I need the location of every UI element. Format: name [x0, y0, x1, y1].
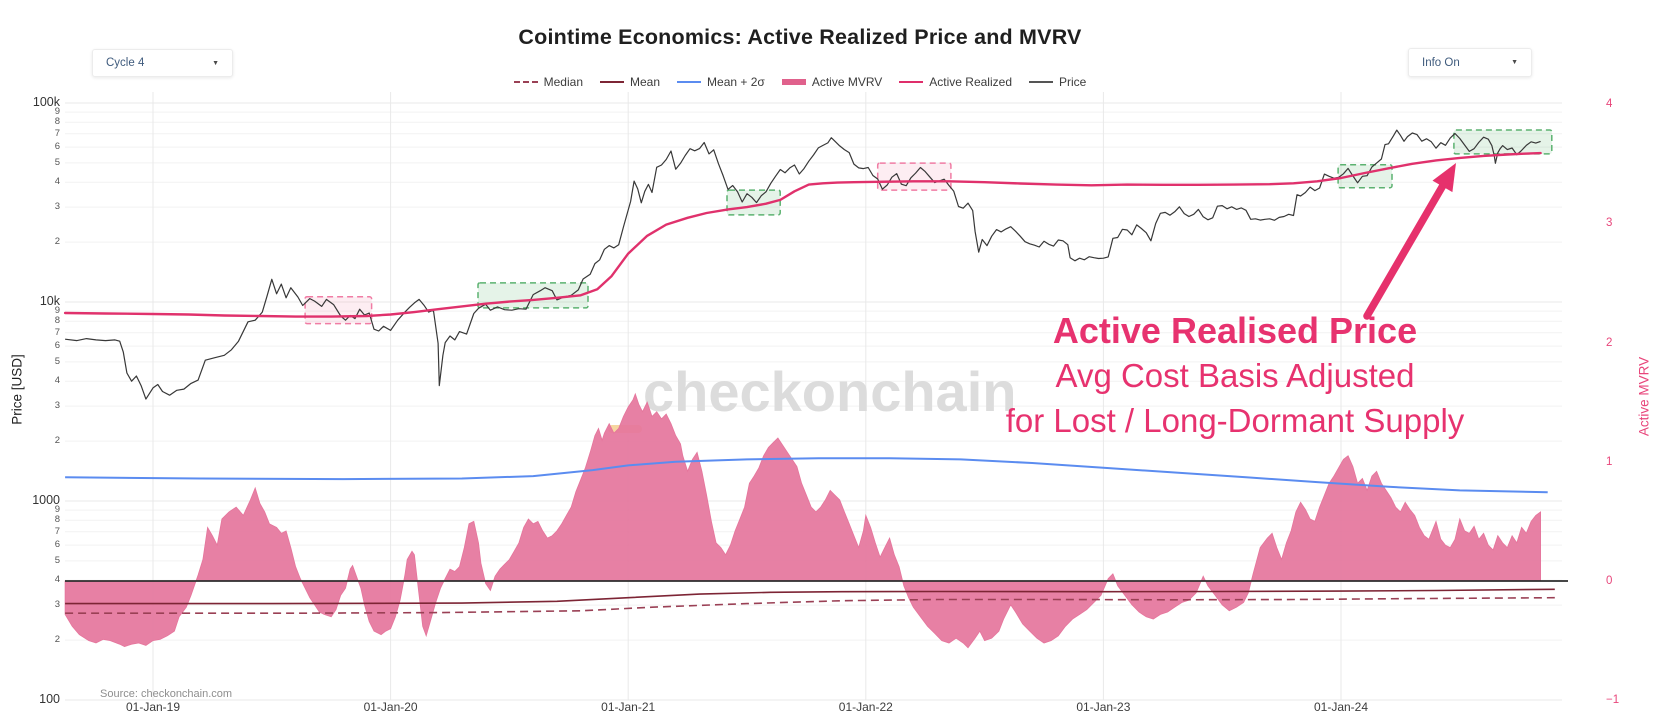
source-credit: Source: checkonchain.com: [100, 688, 233, 700]
left-axis-tick-2: 2: [54, 236, 60, 248]
left-axis-tick-4: 4: [54, 574, 60, 586]
left-axis-tick-8: 8: [54, 514, 60, 526]
info-dropdown-label: Info On: [1422, 56, 1460, 69]
left-axis-tick-9: 9: [54, 106, 60, 118]
legend-label-active-realized: Active Realized: [929, 75, 1012, 89]
legend-label-active-mvrv: Active MVRV: [811, 75, 883, 89]
right-axis-tick-4: 4: [1606, 98, 1613, 111]
chart-title: Cointime Economics: Active Realized Pric…: [518, 25, 1082, 49]
right-axis-title: Active MVRV: [1636, 356, 1652, 437]
caret-down-icon: ▼: [1511, 59, 1518, 66]
left-axis-tick-2: 2: [54, 634, 60, 646]
left-axis-tick-8: 8: [54, 315, 60, 327]
legend-item-active-mvrv[interactable]: Active MVRV: [781, 75, 883, 89]
x-axis-tick-01-Jan-24: 01-Jan-24: [1313, 700, 1369, 714]
legend-swatch-active-realized: [899, 81, 924, 83]
active-realized-line: [63, 151, 1542, 318]
right-axis-tick-−1: −1: [1606, 694, 1620, 707]
legend-label-mean: Mean: [630, 75, 661, 89]
left-axis-tick-100: 100: [39, 692, 60, 706]
watermark: checkonchain: [643, 360, 1016, 423]
left-axis-tick-7: 7: [54, 326, 60, 338]
left-axis-tick-8: 8: [54, 116, 60, 128]
left-axis-tick-9: 9: [54, 504, 60, 516]
left-axis-tick-5: 5: [54, 355, 60, 367]
legend-label-price: Price: [1059, 75, 1087, 89]
legend-swatch-price: [1029, 81, 1053, 83]
median-line: [65, 596, 1555, 614]
left-axis-tick-6: 6: [54, 141, 60, 153]
legend-swatch-median: [513, 81, 538, 83]
legend-item-active-realized[interactable]: Active Realized: [899, 75, 1012, 89]
left-axis-tick-5: 5: [54, 554, 60, 566]
left-axis-tick-10k: 10k: [39, 294, 60, 308]
left-axis-tick-7: 7: [54, 127, 60, 139]
active-mvrv-area: [64, 392, 1541, 649]
x-axis-tick-01-Jan-19: 01-Jan-19: [125, 700, 181, 714]
highlight-box-pink: [876, 162, 952, 191]
info-dropdown[interactable]: Info On ▼: [1408, 48, 1532, 77]
left-axis-tick-100k: 100k: [32, 95, 60, 109]
cycle-dropdown[interactable]: Cycle 4 ▼: [92, 49, 233, 77]
legend-swatch-mean-2: [677, 81, 702, 83]
left-axis-tick-3: 3: [54, 599, 60, 611]
mean-plus-2sigma-line: [65, 457, 1548, 494]
right-axis-tick-2: 2: [1606, 336, 1613, 349]
left-axis-tick-6: 6: [54, 539, 60, 551]
x-axis-tick-01-Jan-20: 01-Jan-20: [363, 700, 418, 714]
legend-swatch-active-mvrv: [781, 79, 806, 85]
left-axis-tick-4: 4: [54, 375, 60, 387]
right-axis-tick-0: 0: [1606, 575, 1613, 587]
highlight-box-green: [1453, 129, 1553, 155]
annotation-arrow-head: [1432, 163, 1456, 193]
right-axis-tick-3: 3: [1606, 217, 1613, 230]
right-axis-tick-1: 1: [1606, 455, 1613, 468]
legend-item-median[interactable]: Median: [513, 75, 583, 89]
legend-item-price[interactable]: Price: [1029, 75, 1086, 89]
left-axis-tick-3: 3: [54, 201, 60, 213]
price-line: [65, 129, 1541, 400]
x-axis-tick-01-Jan-22: 01-Jan-22: [838, 700, 893, 714]
x-axis-tick-01-Jan-21: 01-Jan-21: [601, 700, 656, 714]
mean-line: [65, 588, 1555, 605]
left-axis-tick-6: 6: [54, 340, 60, 352]
left-axis-tick-7: 7: [54, 525, 60, 537]
legend-label-mean-2: Mean + 2σ: [707, 75, 765, 89]
left-axis-tick-9: 9: [54, 305, 60, 317]
left-axis-tick-3: 3: [54, 400, 60, 412]
left-axis-tick-5: 5: [54, 156, 60, 168]
annotation-arrow-shaft: [1363, 177, 1450, 320]
cycle-dropdown-label: Cycle 4: [106, 57, 145, 69]
left-axis-tick-2: 2: [54, 435, 60, 447]
caret-down-icon: ▼: [212, 59, 219, 67]
legend-label-median: Median: [543, 75, 583, 89]
legend: Median Mean Mean + 2σ Active MVRV Active Rea…: [400, 75, 1200, 89]
x-axis-tick-01-Jan-23: 01-Jan-23: [1076, 700, 1131, 714]
legend-swatch-mean: [600, 81, 624, 83]
legend-item-mean-2[interactable]: Mean + 2σ: [677, 75, 765, 89]
left-axis-tick-4: 4: [54, 176, 60, 188]
left-axis-tick-1000: 1000: [32, 493, 60, 507]
legend-item-mean[interactable]: Mean: [600, 75, 660, 89]
